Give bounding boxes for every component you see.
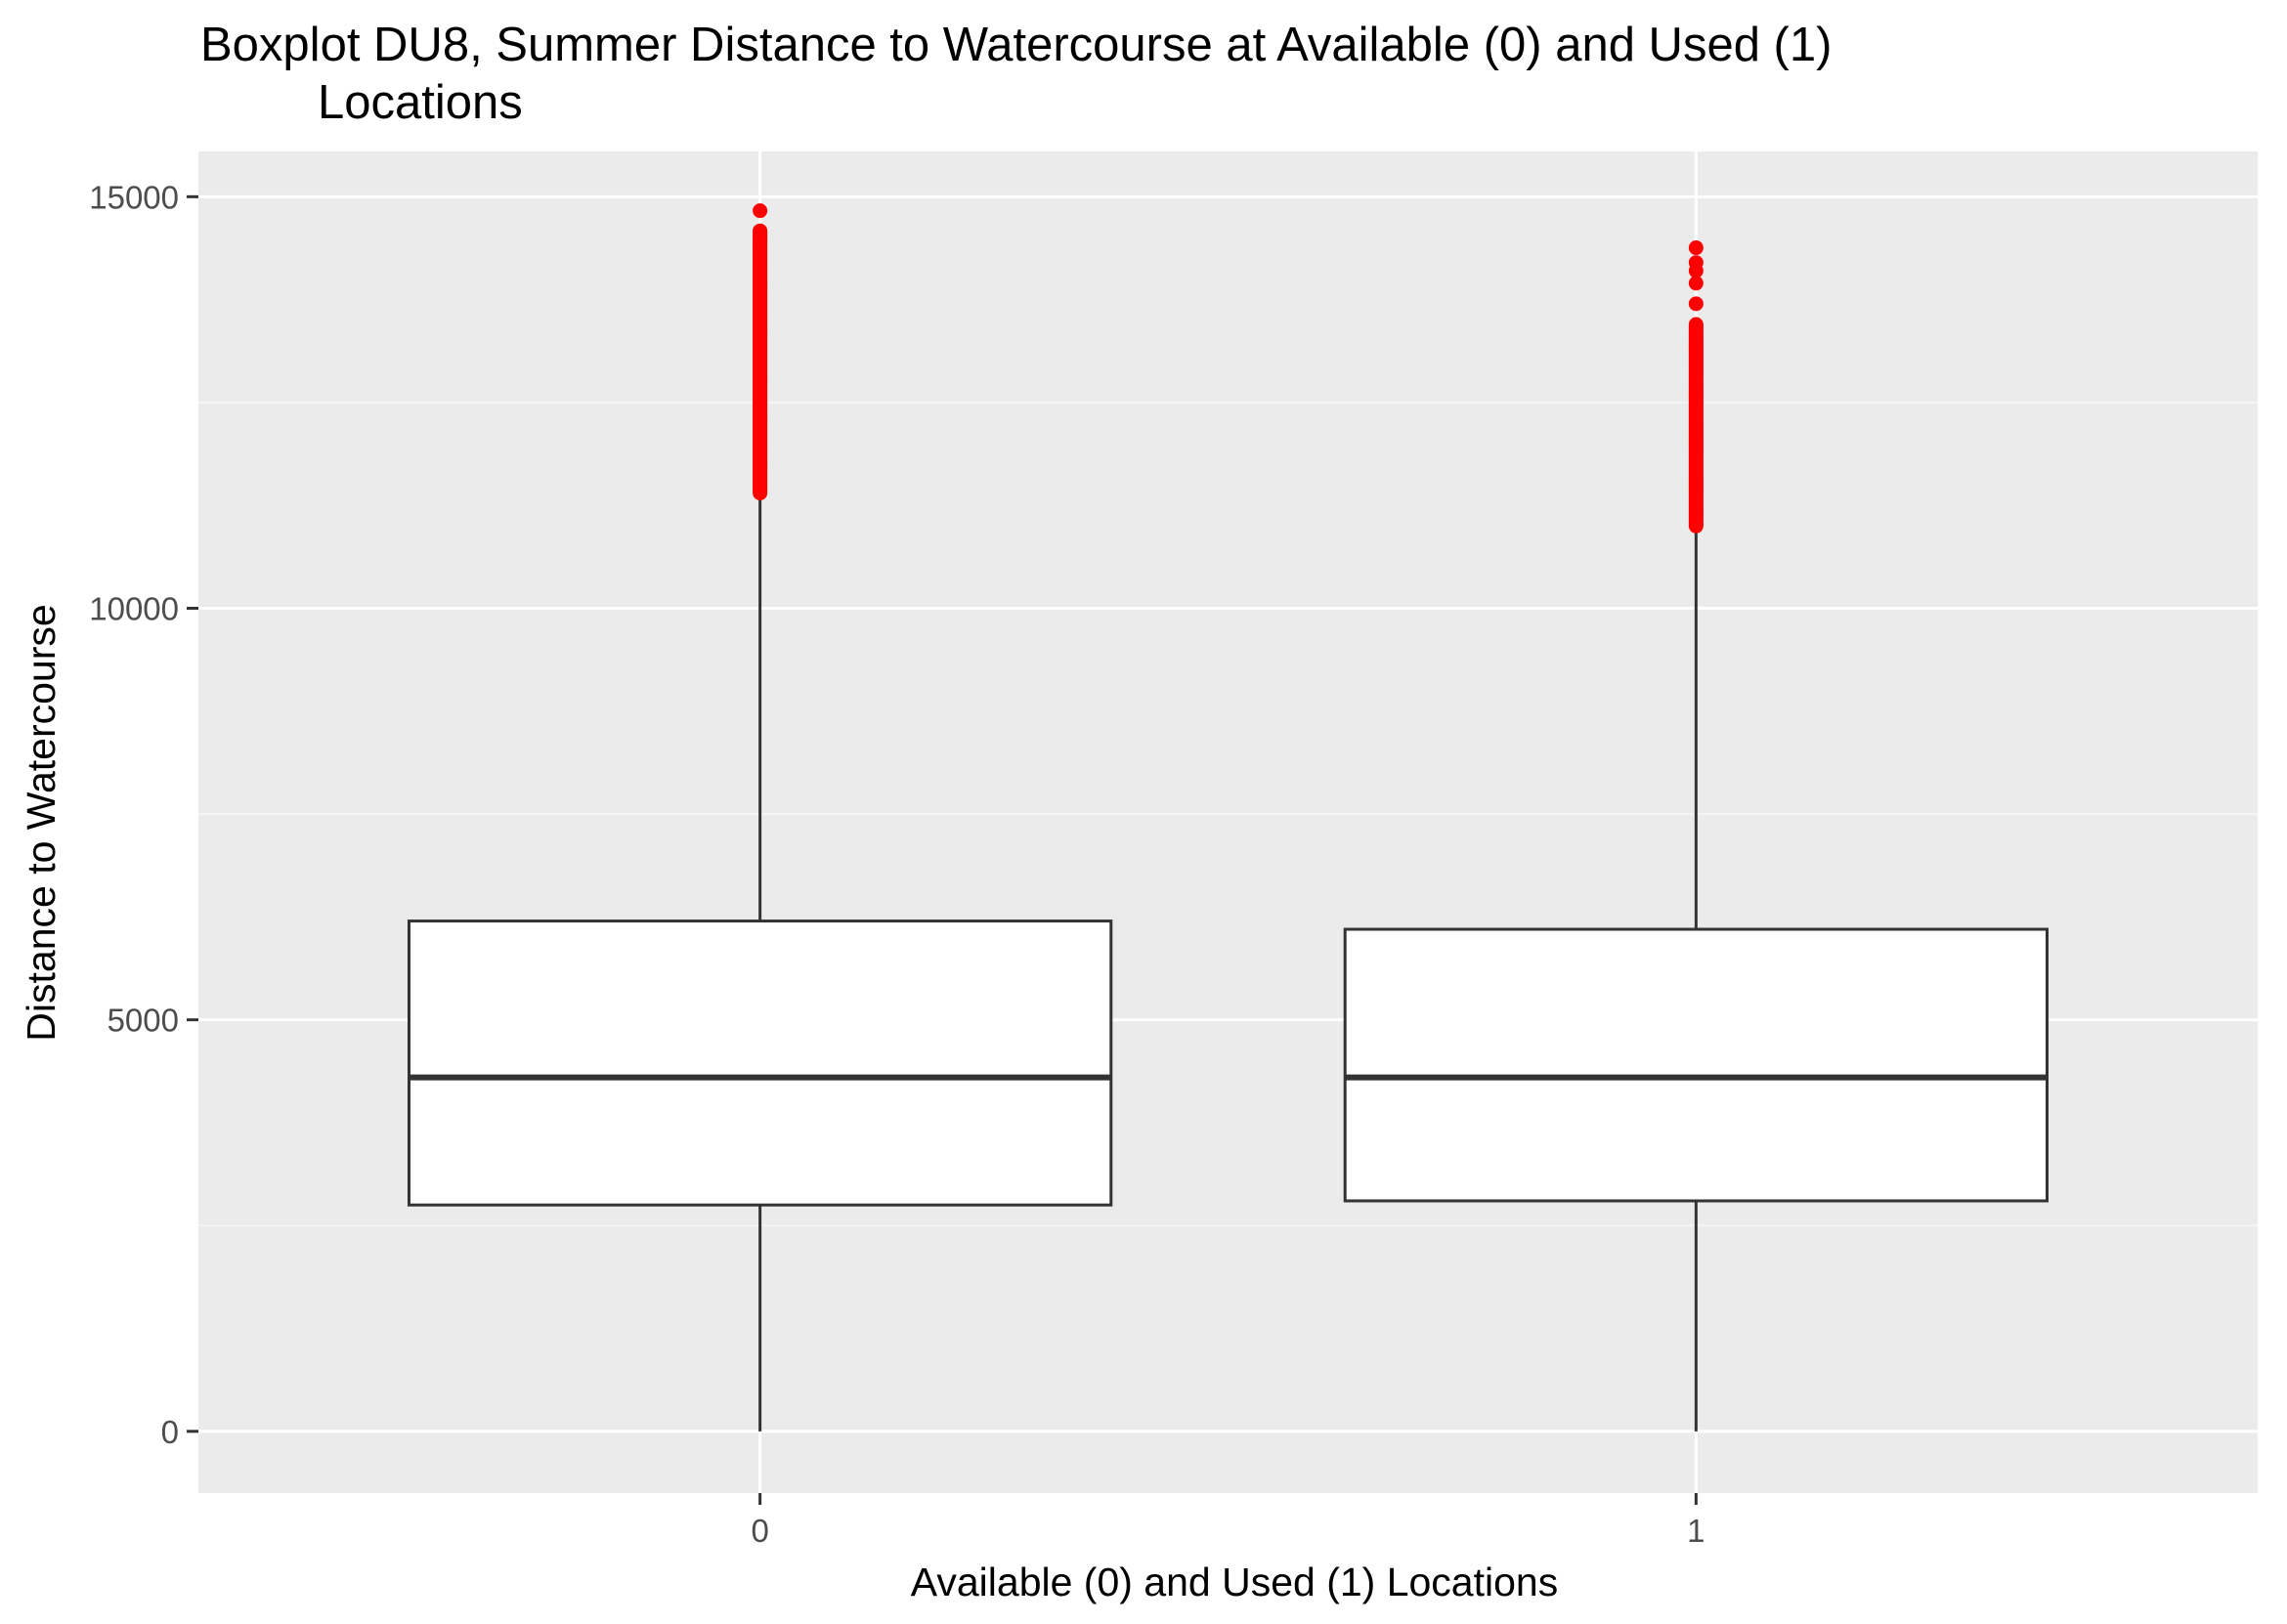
outliers bbox=[753, 203, 768, 501]
boxes-layer bbox=[407, 203, 2050, 1432]
outlier-point bbox=[753, 223, 768, 238]
x-axis-title: Available (0) and Used (1) Locations bbox=[911, 1560, 1558, 1604]
y-tick-label: 5000 bbox=[108, 1003, 179, 1039]
box-group-0 bbox=[407, 203, 1113, 1432]
outlier-point bbox=[753, 203, 768, 219]
plot-panel bbox=[198, 151, 2258, 1493]
x-tick-label: 0 bbox=[751, 1513, 768, 1549]
box-iqr bbox=[407, 919, 1113, 1207]
outlier-point bbox=[1688, 255, 1704, 271]
outlier-point bbox=[1688, 296, 1704, 312]
outlier-point bbox=[1688, 240, 1704, 256]
x-tick-label: 1 bbox=[1687, 1513, 1704, 1549]
minor-gridlines bbox=[198, 401, 2258, 1227]
chart-title-line-2: Locations bbox=[318, 76, 523, 129]
y-axis-title: Distance to Watercourse bbox=[19, 604, 64, 1041]
box-group-1 bbox=[1343, 240, 2050, 1432]
y-tick-labels: 0 5000 10000 15000 bbox=[89, 179, 179, 1449]
outliers bbox=[1688, 240, 1704, 534]
axis-ticks bbox=[187, 194, 1698, 1505]
y-tick-label: 10000 bbox=[89, 590, 179, 626]
outlier-point bbox=[1688, 276, 1704, 291]
outlier-point bbox=[1688, 317, 1704, 332]
y-tick-label: 0 bbox=[161, 1414, 179, 1450]
y-tick-label: 15000 bbox=[89, 179, 179, 215]
box-iqr bbox=[1343, 927, 2050, 1203]
chart-title-line-1: Boxplot DU8, Summer Distance to Watercou… bbox=[200, 19, 1832, 71]
